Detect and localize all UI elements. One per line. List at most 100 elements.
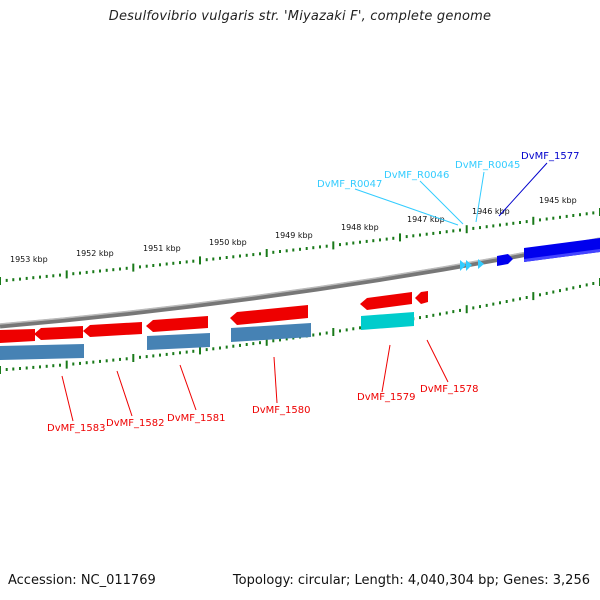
minor-tick: [499, 223, 501, 227]
minor-tick: [239, 254, 241, 258]
label-dvmf-r0047[interactable]: DvMF_R0047: [317, 179, 382, 190]
gene-dvmf-1581[interactable]: [146, 316, 208, 332]
minor-tick: [559, 289, 561, 293]
minor-tick: [492, 224, 495, 228]
minor-tick: [545, 291, 548, 295]
gene-dvmf-1583[interactable]: [34, 326, 83, 340]
minor-tick: [72, 272, 75, 276]
minor-tick: [425, 232, 428, 236]
minor-tick: [225, 256, 228, 259]
gene-dvmf-r0045[interactable]: [497, 254, 513, 266]
minor-tick: [339, 243, 341, 247]
minor-tick: [292, 248, 295, 252]
gene-dvmf-1582[interactable]: [83, 322, 142, 337]
gene-dvmf-1577[interactable]: [524, 238, 600, 262]
minor-tick: [105, 268, 108, 272]
minor-tick: [185, 350, 188, 354]
minor-tick: [545, 217, 548, 221]
major-tick: [0, 277, 1, 285]
minor-tick: [479, 226, 481, 230]
rna-arrow[interactable]: [466, 260, 472, 271]
rna-arrow[interactable]: [460, 260, 466, 271]
kbp-label: 1952 kbp: [76, 249, 114, 258]
minor-tick: [39, 365, 41, 369]
gene-dvmf-1580[interactable]: [230, 305, 308, 325]
upper-tick-track: [0, 208, 600, 285]
cds-dvmf-1583[interactable]: [0, 344, 84, 360]
minor-tick: [272, 339, 275, 343]
label-dvmf-1582[interactable]: DvMF_1582: [106, 418, 164, 429]
minor-tick: [585, 283, 588, 287]
minor-tick: [32, 365, 35, 369]
label-dvmf-r0046[interactable]: DvMF_R0046: [384, 170, 449, 181]
callout-line: [426, 339, 449, 383]
minor-tick: [245, 343, 248, 346]
callout-line: [419, 180, 464, 225]
label-dvmf-1580[interactable]: DvMF_1580: [252, 405, 310, 416]
minor-tick: [519, 297, 521, 301]
minor-tick: [485, 225, 488, 229]
callout-line: [273, 356, 278, 404]
minor-tick: [252, 342, 255, 346]
minor-tick: [19, 367, 21, 370]
major-tick: [465, 305, 468, 314]
minor-tick: [99, 269, 101, 273]
minor-tick: [225, 345, 228, 349]
minor-tick: [439, 312, 441, 316]
kbp-label: 1953 kbp: [10, 255, 48, 264]
top-callouts: DvMF_1577 DvMF_R0045 DvMF_R0046 DvMF_R00…: [317, 151, 579, 226]
label-dvmf-1581[interactable]: DvMF_1581: [167, 413, 225, 424]
minor-tick: [79, 271, 81, 275]
callout-line: [381, 344, 391, 393]
cds-dvmf-1580[interactable]: [231, 323, 311, 342]
minor-tick: [459, 228, 461, 232]
minor-tick: [345, 328, 348, 332]
major-tick: [199, 346, 201, 355]
label-dvmf-1579[interactable]: DvMF_1579: [357, 392, 415, 403]
minor-tick: [552, 216, 555, 220]
minor-tick: [145, 264, 148, 268]
minor-tick: [459, 308, 461, 312]
major-tick: [265, 249, 268, 257]
minor-tick: [585, 212, 588, 216]
gene-dvmf-1579[interactable]: [360, 292, 412, 310]
label-dvmf-r0045[interactable]: DvMF_R0045: [455, 160, 520, 171]
gene-dvmf-1584[interactable]: [0, 329, 35, 343]
rna-arrow[interactable]: [478, 259, 484, 269]
minor-tick: [285, 337, 288, 341]
minor-tick: [445, 230, 448, 234]
minor-tick: [59, 363, 61, 367]
cds-dvmf-1581[interactable]: [147, 333, 210, 350]
minor-tick: [539, 293, 541, 297]
minor-tick: [312, 333, 315, 337]
minor-tick: [212, 347, 215, 351]
accession-text: Accession: NC_011769: [8, 573, 156, 588]
minor-tick: [259, 252, 261, 256]
minor-tick: [579, 213, 581, 217]
gene-dvmf-1578[interactable]: [415, 291, 428, 304]
topology-text: Topology: circular; Length: 4,040,304 bp…: [232, 573, 590, 588]
minor-tick: [72, 362, 75, 366]
minor-tick: [432, 231, 435, 235]
minor-tick: [385, 237, 388, 241]
minor-tick: [39, 275, 41, 279]
minor-tick: [179, 261, 181, 265]
label-dvmf-1577[interactable]: DvMF_1577: [521, 151, 579, 162]
minor-tick: [45, 364, 48, 368]
label-dvmf-1583[interactable]: DvMF_1583: [47, 423, 105, 434]
minor-tick: [172, 261, 175, 265]
minor-tick: [85, 270, 88, 274]
minor-tick: [485, 303, 488, 307]
rna-band-dvmf-1579[interactable]: [361, 312, 414, 330]
minor-tick: [359, 240, 361, 244]
minor-tick: [52, 364, 55, 368]
minor-tick: [259, 341, 261, 345]
minor-tick: [539, 218, 541, 222]
minor-tick: [525, 220, 528, 224]
minor-tick: [279, 250, 281, 253]
label-dvmf-1578[interactable]: DvMF_1578: [420, 384, 478, 395]
major-tick: [132, 354, 135, 362]
map-title: Desulfovibrio vulgaris str. 'Miyazaki F'…: [108, 9, 492, 24]
genome-backbone: [0, 237, 600, 329]
